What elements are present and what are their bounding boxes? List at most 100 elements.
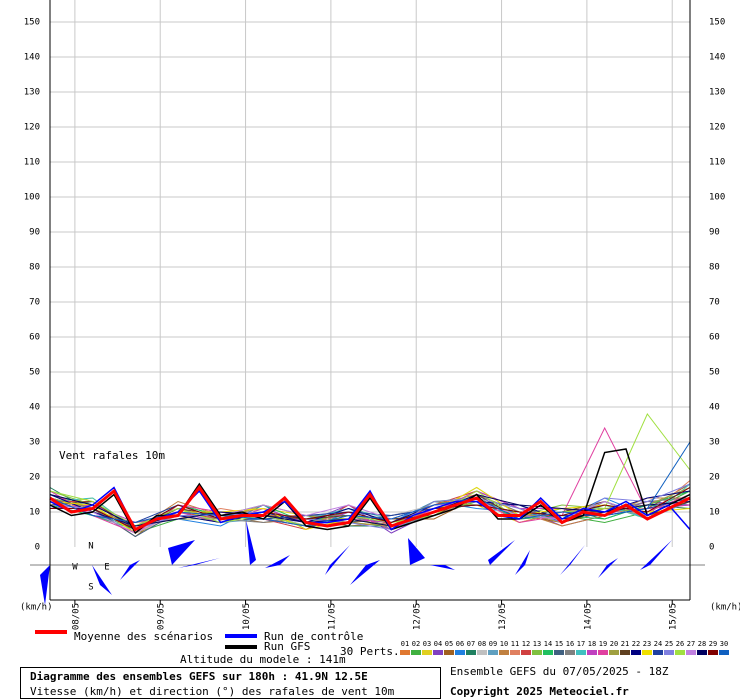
series-line [49, 484, 691, 532]
legend-label: 24 [654, 640, 662, 648]
y-tick-label: 90 [29, 228, 40, 238]
y-tick-label: 110 [709, 158, 725, 168]
compass-n: N [88, 542, 93, 552]
legend-label: Moyenne des scénarios [74, 630, 213, 643]
legend-label: 18 [588, 640, 596, 648]
wind-rose [178, 558, 220, 568]
y-tick-label: 150 [24, 18, 40, 28]
legend-swatch [400, 650, 410, 655]
legend-label: 21 [621, 640, 629, 648]
legend-label: Run GFS [264, 640, 310, 653]
series-line [49, 413, 691, 527]
wind-rose [40, 565, 50, 605]
wind-roses [30, 520, 705, 605]
legend-swatch [576, 650, 586, 655]
legend-swatch [499, 650, 509, 655]
legend-swatch [543, 650, 553, 655]
legend-swatch [466, 650, 476, 655]
wind-rose [325, 545, 350, 575]
y-tick-label: 150 [709, 18, 725, 28]
copyright: Copyright 2025 Meteociel.fr [450, 685, 629, 698]
wind-rose [488, 540, 515, 565]
legend-swatch [510, 650, 520, 655]
wind-rose [120, 560, 140, 580]
legend-label: 28 [698, 640, 706, 648]
legend-swatch [521, 650, 531, 655]
y-tick-label: 100 [709, 193, 725, 203]
legend-swatch [708, 650, 718, 655]
legend-label: 13 [533, 640, 541, 648]
y-tick-label: 80 [29, 263, 40, 273]
y-tick-label: 30 [709, 438, 720, 448]
x-tick-label: 08/05 [71, 603, 81, 630]
legend-swatch [697, 650, 707, 655]
legend-label: 09 [489, 640, 497, 648]
legend-label: 16 [566, 640, 574, 648]
legend-swatch [719, 650, 729, 655]
legend-swatch [433, 650, 443, 655]
legend-swatch [411, 650, 421, 655]
wind-rose [350, 560, 380, 585]
legend-label: 10 [500, 640, 508, 648]
legend-swatch [653, 650, 663, 655]
legend-label: 20 [610, 640, 618, 648]
title-box [20, 667, 441, 699]
legend-swatch [488, 650, 498, 655]
y-tick-label: 120 [709, 123, 725, 133]
legend-label: 17 [577, 640, 585, 648]
y-tick-label: 70 [29, 298, 40, 308]
legend-label: 15 [555, 640, 563, 648]
y-tick-label: 100 [24, 193, 40, 203]
x-tick-label: 13/05 [498, 603, 508, 630]
y-tick-label: 130 [709, 88, 725, 98]
compass-w: W [72, 563, 78, 573]
x-tick-label: 14/05 [583, 603, 593, 630]
wind-rose [598, 558, 618, 578]
legend-swatch [532, 650, 542, 655]
x-tick-label: 09/05 [157, 603, 167, 630]
legend-label: 11 [511, 640, 519, 648]
chart-title: Diagramme des ensembles GEFS sur 180h : … [30, 670, 368, 683]
legend-label: 29 [709, 640, 717, 648]
legend-swatch [598, 650, 608, 655]
compass-s: S [88, 583, 93, 593]
legend-label: 27 [687, 640, 695, 648]
y-unit: (km/h) [710, 603, 740, 613]
wind-rose [246, 520, 256, 565]
wind-rose [265, 555, 290, 568]
legend-swatch [422, 650, 432, 655]
legend-label: 01 [401, 640, 409, 648]
legend-label: 07 [467, 640, 475, 648]
legend-swatch [631, 650, 641, 655]
y-tick-label: 110 [24, 158, 40, 168]
wind-rose [430, 565, 455, 570]
y-tick-label: 30 [29, 438, 40, 448]
legend-swatch [455, 650, 465, 655]
x-tick-label: 11/05 [327, 603, 337, 630]
legend-label: 23 [643, 640, 651, 648]
y-tick-label: 20 [29, 473, 40, 483]
legend-swatch [664, 650, 674, 655]
annotation: Vent rafales 10m [59, 449, 165, 462]
y-tick-label: 10 [709, 508, 720, 518]
y-tick-label: 40 [709, 403, 720, 413]
y-tick-label: 0 [709, 543, 714, 553]
y-tick-label: 130 [24, 88, 40, 98]
legend-label: 02 [412, 640, 420, 648]
legend-label: 14 [544, 640, 552, 648]
series-line [49, 448, 691, 535]
y-tick-label: 140 [709, 53, 725, 63]
y-tick-label: 60 [29, 333, 40, 343]
grid [50, 0, 690, 547]
wind-rose [560, 545, 585, 575]
x-tick-label: 15/05 [669, 603, 679, 630]
wind-rose [168, 540, 195, 565]
chart-subtitle: Vitesse (km/h) et direction (°) des rafa… [30, 685, 395, 698]
legend-swatch [686, 650, 696, 655]
legend-label: 30 Perts. [340, 645, 400, 658]
y-tick-label: 0 [35, 543, 40, 553]
legend-label: 26 [676, 640, 684, 648]
x-tick-label: 12/05 [413, 603, 423, 630]
y-tick-label: 80 [709, 263, 720, 273]
